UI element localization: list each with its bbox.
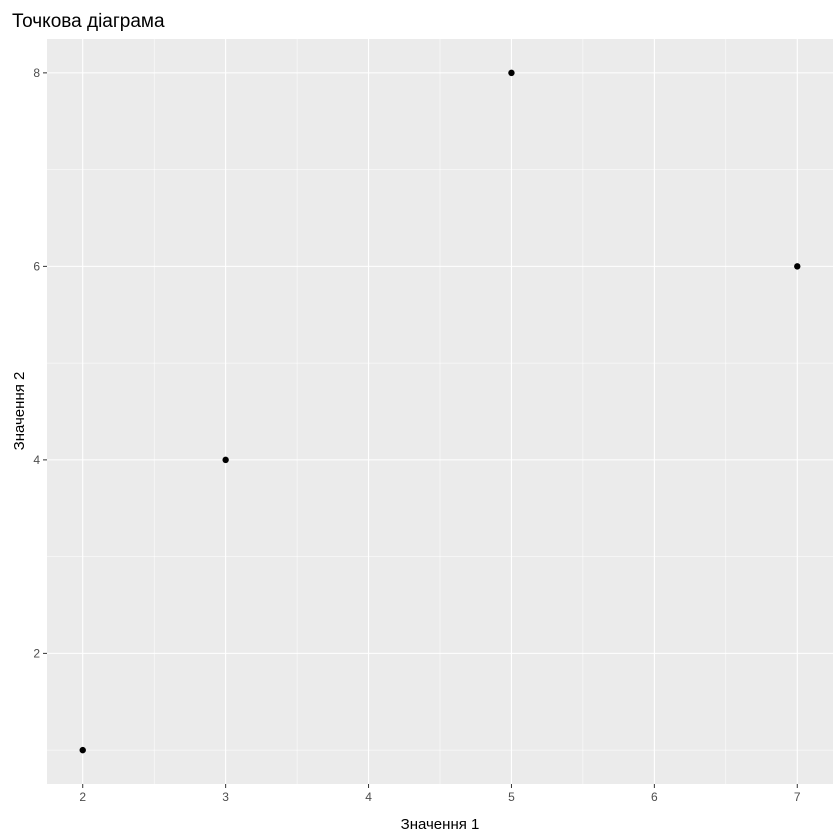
x-axis-title: Значення 1 [401, 816, 480, 833]
data-point [222, 456, 229, 464]
x-axis-ticks: 2 3 4 5 6 7 [79, 784, 801, 804]
y-tick-label: 4 [33, 453, 40, 467]
data-point [79, 746, 86, 754]
data-point [794, 263, 801, 270]
minor-gridlines [47, 39, 833, 784]
y-axis-title: Значення 2 [11, 372, 28, 451]
x-tick-label: 4 [365, 790, 372, 804]
major-gridlines [47, 39, 833, 784]
x-tick-label: 6 [651, 790, 658, 804]
x-tick-label: 2 [79, 790, 86, 804]
x-tick-label: 7 [794, 790, 801, 804]
x-tick-label: 3 [222, 790, 229, 804]
y-axis-ticks: 2 4 6 8 [33, 66, 47, 660]
data-point [508, 69, 515, 77]
y-tick-label: 8 [33, 66, 40, 80]
y-tick-label: 2 [33, 646, 40, 660]
chart-title: Точкова діаграма [12, 11, 165, 32]
y-tick-label: 6 [33, 259, 40, 273]
data-points [79, 69, 801, 754]
x-tick-label: 5 [508, 790, 515, 804]
